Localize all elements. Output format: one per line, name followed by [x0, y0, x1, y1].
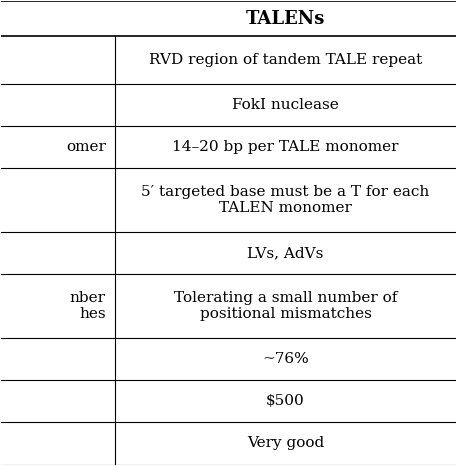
Text: TALENs: TALENs: [246, 10, 325, 28]
Text: omer: omer: [66, 140, 106, 154]
Text: Very good: Very good: [247, 437, 324, 451]
Text: nber
hes: nber hes: [70, 291, 106, 321]
Text: RVD region of tandem TALE repeat: RVD region of tandem TALE repeat: [149, 53, 422, 67]
Text: $500: $500: [266, 394, 305, 408]
Text: Tolerating a small number of
positional mismatches: Tolerating a small number of positional …: [174, 291, 397, 321]
Text: 14–20 bp per TALE monomer: 14–20 bp per TALE monomer: [172, 140, 399, 154]
Text: LVs, AdVs: LVs, AdVs: [247, 246, 324, 260]
Text: FokI nuclease: FokI nuclease: [232, 98, 339, 112]
Text: ~76%: ~76%: [262, 352, 309, 366]
Text: 5′ targeted base must be a T for each
TALEN monomer: 5′ targeted base must be a T for each TA…: [141, 185, 430, 215]
